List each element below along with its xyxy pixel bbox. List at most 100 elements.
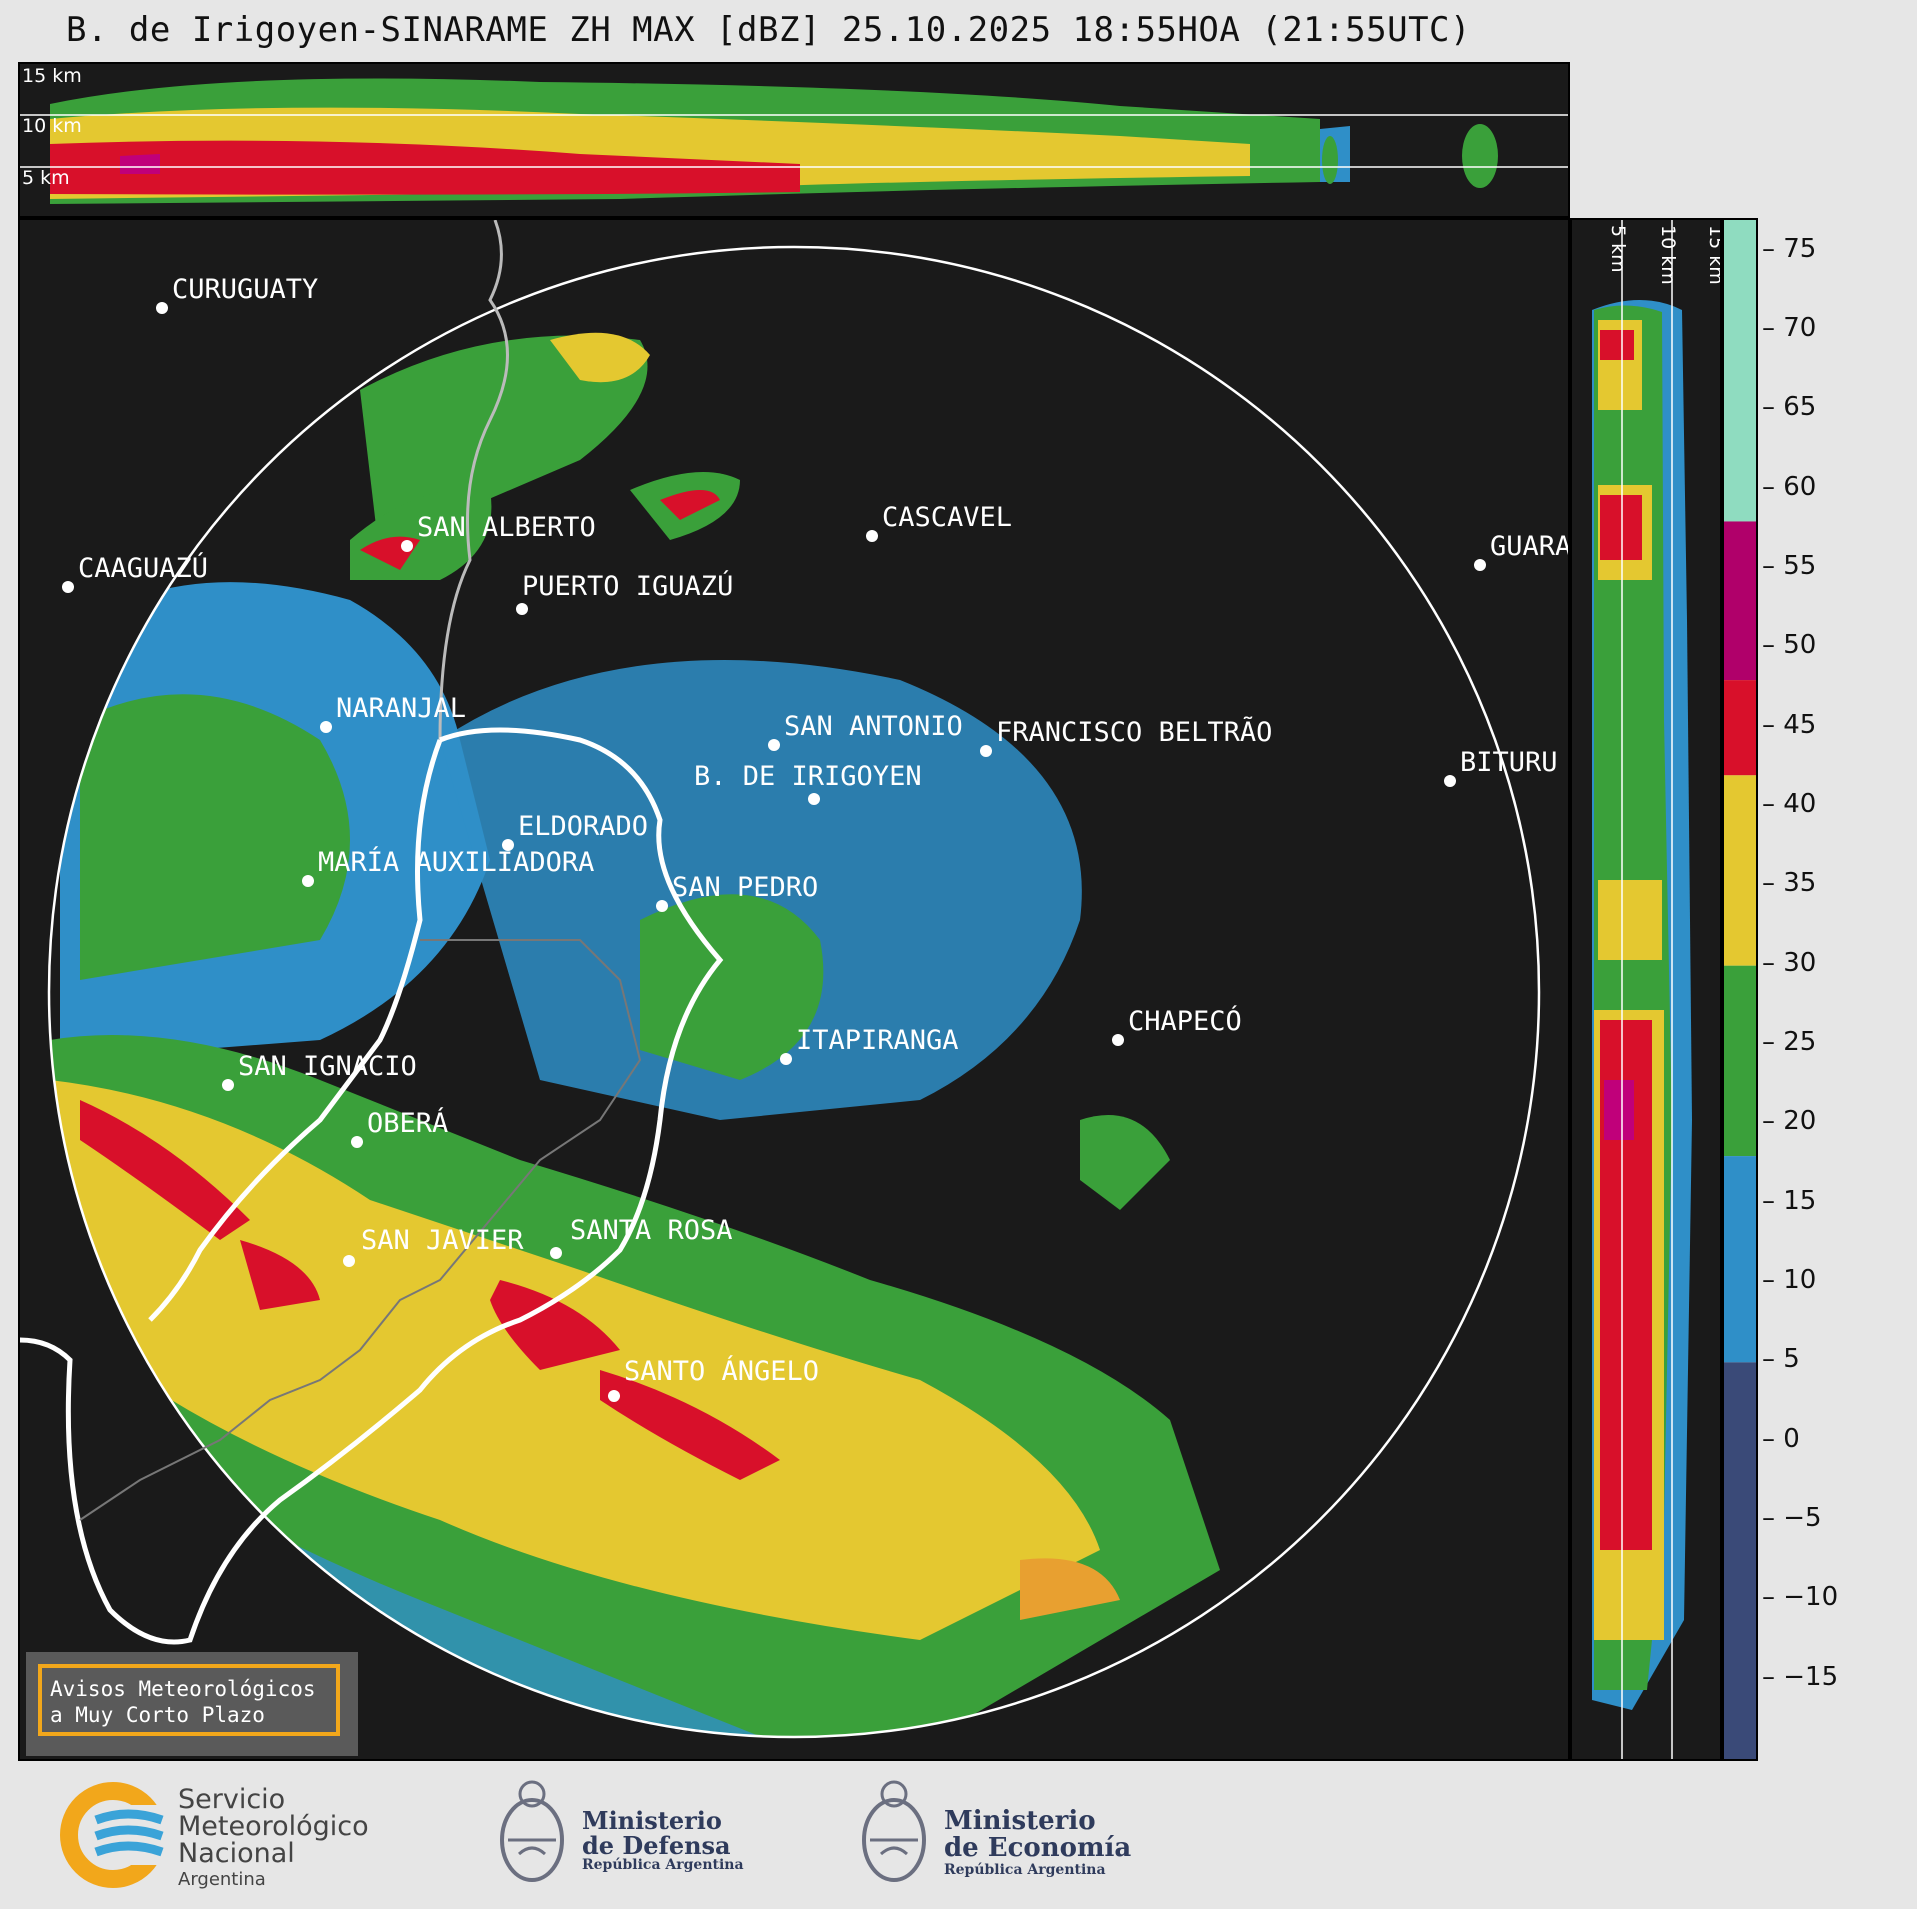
city-label: FRANCISCO BELTRÃO: [996, 716, 1272, 748]
city-label: SAN ALBERTO: [417, 512, 596, 543]
smn-emblem-icon: [60, 1782, 168, 1888]
side-section-plot: 5 km 10 km 15 km: [1592, 220, 1720, 1759]
city-label: ELDORADO: [518, 811, 648, 842]
smn-line-3: Nacional: [178, 1838, 295, 1869]
colorbar-band: [1724, 680, 1756, 776]
range-ring: [47, 245, 1541, 1739]
colorbar-tick-label: – 30: [1762, 947, 1817, 978]
colorbar-tick-label: – −15: [1762, 1661, 1839, 1692]
city-label: CAAGUAZÚ: [78, 552, 208, 584]
colorbar-tick-label: – 45: [1762, 709, 1817, 740]
defensa-logo: Ministerio de Defensa República Argentin…: [494, 1772, 754, 1897]
city-marker: [1444, 775, 1456, 787]
city-label: SAN JAVIER: [361, 1225, 524, 1256]
city-label: NARANJAL: [336, 693, 466, 724]
defensa-line-2: de Defensa: [582, 1831, 731, 1861]
city-label: CASCAVEL: [882, 502, 1012, 533]
colorbar-tick-label: – 55: [1762, 551, 1817, 582]
city-markers: CURUGUATY SAN ALBERTO CASCAVEL CAAGUAZÚ GUAR…: [62, 274, 1568, 1402]
side-height-label: 15 km: [1705, 225, 1720, 285]
colorbar-tick-label: – 50: [1762, 630, 1817, 661]
city-marker: [320, 721, 332, 733]
top-height-label: 5 km: [22, 167, 70, 189]
city-label: SAN PEDRO: [672, 872, 818, 903]
radar-map-panel[interactable]: CURUGUATY SAN ALBERTO CASCAVEL CAAGUAZÚ GUAR…: [18, 218, 1570, 1761]
colorbar-tick-label: – 60: [1762, 471, 1817, 502]
alert-notice-box[interactable]: Avisos Meteorológicos a Muy Corto Plazo: [26, 1652, 358, 1756]
radar-map: CURUGUATY SAN ALBERTO CASCAVEL CAAGUAZÚ GUAR…: [20, 220, 1568, 1739]
colorbar-band: [1724, 220, 1756, 522]
city-marker: [1112, 1034, 1124, 1046]
economia-logo: Ministerio de Economía República Argenti…: [856, 1772, 1156, 1897]
colorbar-tick-label: – 70: [1762, 313, 1817, 344]
top-height-label: 15 km: [22, 65, 82, 87]
colorbar-band: [1724, 775, 1756, 966]
colorbar-tick-label: – −10: [1762, 1582, 1839, 1613]
city-label: GUARA: [1490, 531, 1568, 562]
colorbar-tick-label: – 10: [1762, 1265, 1817, 1296]
economia-line-3: República Argentina: [944, 1861, 1106, 1878]
city-label: SANTO ÁNGELO: [624, 1355, 819, 1387]
city-marker: [550, 1247, 562, 1259]
top-height-label: 10 km: [22, 115, 82, 137]
side-height-label: 10 km: [1657, 225, 1679, 285]
city-marker: [502, 839, 514, 851]
colorbar-tick-label: – 15: [1762, 1185, 1817, 1216]
defensa-line-1: Ministerio: [582, 1806, 722, 1835]
colorbar-band: [1724, 1156, 1756, 1363]
city-label: SAN IGNACIO: [238, 1051, 417, 1082]
city-marker: [980, 745, 992, 757]
notice-line-2: a Muy Corto Plazo: [50, 1703, 265, 1728]
reflectivity-layer: [49, 332, 1220, 1737]
city-marker: [222, 1079, 234, 1091]
city-marker: [62, 581, 74, 593]
city-marker: [656, 900, 668, 912]
colorbar-band: [1724, 965, 1756, 1157]
top-section-plot: 15 km 10 km 5 km: [20, 65, 1568, 204]
city-marker: [302, 875, 314, 887]
national-shield-icon: [500, 1780, 564, 1882]
notice-line-1: Avisos Meteorológicos: [50, 1677, 316, 1701]
city-marker: [866, 530, 878, 542]
side-height-label: 5 km: [1607, 225, 1629, 273]
economia-line-2: de Economía: [944, 1833, 1132, 1864]
colorbar-band: [1724, 521, 1756, 681]
city-marker: [808, 793, 820, 805]
colorbar-tick-label: – 25: [1762, 1027, 1817, 1058]
department-border: [79, 939, 642, 1521]
city-marker: [156, 302, 168, 314]
radar-title: B. de Irigoyen-SINARAME ZH MAX [dBZ] 25.…: [66, 10, 1471, 50]
smn-line-2: Meteorológico: [178, 1811, 369, 1842]
economia-line-1: Ministerio: [944, 1806, 1096, 1836]
city-marker: [768, 739, 780, 751]
colorbar: [1722, 218, 1758, 1761]
city-marker: [608, 1390, 620, 1402]
province-border: [148, 739, 443, 1322]
top-section-panel: 15 km 10 km 5 km: [18, 62, 1570, 218]
province-border: [20, 727, 724, 1645]
city-marker: [401, 540, 413, 552]
city-label: CURUGUATY: [172, 274, 318, 305]
city-marker: [351, 1136, 363, 1148]
colorbar-band: [1724, 1362, 1756, 1759]
side-section-panel: 5 km 10 km 15 km: [1570, 218, 1722, 1761]
colorbar-tick-label: – 20: [1762, 1106, 1817, 1137]
national-shield-icon: [862, 1780, 926, 1882]
city-label: MARÍA AUXILIADORA: [318, 846, 594, 878]
colorbar-tick-label: – 35: [1762, 868, 1817, 899]
city-marker: [780, 1053, 792, 1065]
city-marker: [516, 603, 528, 615]
smn-logo: Servicio Meteorológico Nacional Argentin…: [58, 1780, 398, 1890]
city-label: B. DE IRIGOYEN: [694, 761, 922, 792]
city-label: ITAPIRANGA: [796, 1025, 959, 1056]
country-border: [438, 220, 509, 741]
city-marker: [1474, 559, 1486, 571]
city-label: SAN ANTONIO: [784, 711, 963, 742]
city-label: OBERÁ: [367, 1107, 448, 1139]
colorbar-tick-label: – 0: [1762, 1423, 1800, 1454]
colorbar-tick-label: – 40: [1762, 789, 1817, 820]
city-marker: [343, 1255, 355, 1267]
city-label: CHAPECÓ: [1128, 1005, 1242, 1037]
colorbar-tick-label: – −5: [1762, 1503, 1822, 1533]
city-label: BITURU: [1460, 747, 1558, 778]
